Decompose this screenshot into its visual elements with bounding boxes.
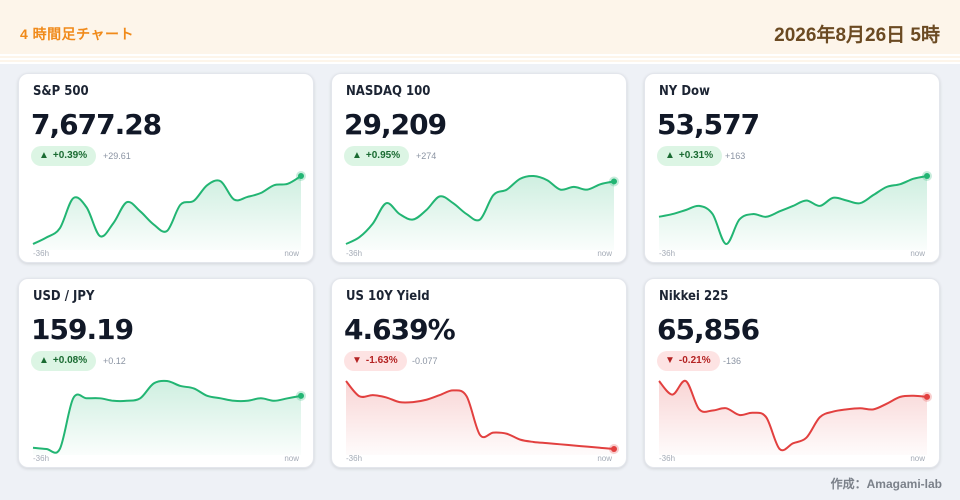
card-value: 7,677.28 bbox=[31, 108, 162, 141]
card-name: NY Dow bbox=[659, 84, 710, 99]
header-date: 2026年8月26日 5時 bbox=[774, 25, 940, 46]
credit-text: 作成：Amagami-lab bbox=[830, 477, 942, 491]
card-name: NASDAQ 100 bbox=[346, 84, 431, 99]
header: 4 時間足チャート 2026年8月26日 5時 bbox=[0, 0, 960, 64]
arrow-up-icon: ▲ bbox=[352, 150, 362, 161]
card-value: 65,856 bbox=[657, 313, 760, 346]
change-badge: ▲ +0.08% bbox=[31, 351, 97, 371]
last-point-marker bbox=[924, 393, 930, 400]
axis-start-label: -36h bbox=[346, 454, 363, 463]
card-value: 4.639% bbox=[344, 313, 456, 346]
card-name: US 10Y Yield bbox=[346, 289, 430, 304]
market-card-nydow[interactable]: NY Dow 53,577 ▲ +0.31% +163 -36h now bbox=[644, 73, 940, 263]
sparkline-line bbox=[32, 379, 302, 454]
arrow-down-icon: ▼ bbox=[665, 355, 675, 366]
arrow-down-icon: ▼ bbox=[352, 355, 362, 366]
card-value: 53,577 bbox=[657, 108, 760, 141]
axis-start-label: -36h bbox=[33, 454, 50, 463]
sparkline-chart bbox=[345, 380, 619, 455]
sparkline-area bbox=[346, 175, 614, 250]
change-badge: ▲ +0.95% bbox=[344, 146, 410, 166]
change-absolute: +274 bbox=[416, 151, 437, 161]
change-percent: -0.21% bbox=[678, 355, 711, 366]
change-percent: +0.08% bbox=[52, 355, 88, 366]
change-absolute: +163 bbox=[725, 151, 746, 161]
change-percent: -1.63% bbox=[365, 355, 398, 366]
change-percent: +0.39% bbox=[52, 150, 88, 161]
sparkline-line bbox=[658, 379, 928, 452]
last-point-marker bbox=[611, 178, 617, 185]
last-point-marker bbox=[924, 173, 930, 179]
sparkline-chart bbox=[32, 171, 306, 250]
arrow-up-icon: ▲ bbox=[39, 150, 49, 161]
sparkline-chart bbox=[32, 379, 306, 455]
axis-end-label: now bbox=[597, 249, 612, 258]
sparkline-chart bbox=[658, 379, 932, 455]
card-name: USD / JPY bbox=[33, 289, 95, 304]
market-card-nikkei225[interactable]: Nikkei 225 65,856 ▼ -0.21% -136 -36h now bbox=[644, 278, 940, 468]
arrow-up-icon: ▲ bbox=[39, 355, 49, 366]
axis-end-label: now bbox=[284, 249, 299, 258]
axis-end-label: now bbox=[284, 454, 299, 463]
market-card-usdjpy[interactable]: USD / JPY 159.19 ▲ +0.08% +0.12 -36h now bbox=[18, 278, 314, 468]
sparkline-area bbox=[659, 380, 927, 455]
sparkline-chart bbox=[658, 171, 932, 250]
arrow-up-icon: ▲ bbox=[665, 150, 675, 161]
card-value: 29,209 bbox=[344, 108, 447, 141]
change-badge: ▲ +0.39% bbox=[31, 146, 97, 166]
card-value: 159.19 bbox=[31, 313, 134, 346]
axis-start-label: -36h bbox=[659, 454, 676, 463]
sparkline-line bbox=[345, 380, 615, 450]
axis-start-label: -36h bbox=[659, 249, 676, 258]
change-percent: +0.31% bbox=[678, 150, 714, 161]
axis-start-label: -36h bbox=[33, 249, 50, 258]
card-name: S&P 500 bbox=[33, 84, 89, 99]
change-absolute: +0.12 bbox=[103, 356, 126, 366]
sparkline-area bbox=[33, 176, 301, 250]
axis-end-label: now bbox=[910, 454, 925, 463]
change-absolute: -0.077 bbox=[412, 356, 438, 366]
sparkline-area bbox=[659, 176, 927, 250]
change-percent: +0.95% bbox=[365, 150, 401, 161]
market-card-us10y[interactable]: US 10Y Yield 4.639% ▼ -1.63% -0.077 -36h… bbox=[331, 278, 627, 468]
axis-end-label: now bbox=[597, 454, 612, 463]
sparkline-area bbox=[33, 380, 301, 455]
change-badge: ▼ -0.21% bbox=[657, 351, 720, 371]
axis-end-label: now bbox=[910, 249, 925, 258]
market-card-sp500[interactable]: S&P 500 7,677.28 ▲ +0.39% +29.61 -36h no… bbox=[18, 73, 314, 263]
axis-start-label: -36h bbox=[346, 249, 363, 258]
last-point-marker bbox=[298, 173, 304, 179]
change-absolute: -136 bbox=[723, 356, 742, 366]
market-card-nasdaq100[interactable]: NASDAQ 100 29,209 ▲ +0.95% +274 -36h now bbox=[331, 73, 627, 263]
sparkline-line bbox=[658, 175, 928, 245]
header-stripe bbox=[0, 52, 960, 64]
sparkline-line bbox=[32, 175, 302, 245]
change-badge: ▼ -1.63% bbox=[344, 351, 407, 371]
sparkline-line bbox=[345, 174, 615, 245]
card-name: Nikkei 225 bbox=[659, 289, 729, 304]
last-point-marker bbox=[298, 392, 304, 399]
page-title: 4 時間足チャート bbox=[20, 26, 135, 42]
sparkline-chart bbox=[345, 174, 619, 250]
last-point-marker bbox=[611, 446, 617, 452]
sparkline-area bbox=[346, 381, 614, 455]
change-absolute: +29.61 bbox=[103, 151, 131, 161]
change-badge: ▲ +0.31% bbox=[657, 146, 723, 166]
